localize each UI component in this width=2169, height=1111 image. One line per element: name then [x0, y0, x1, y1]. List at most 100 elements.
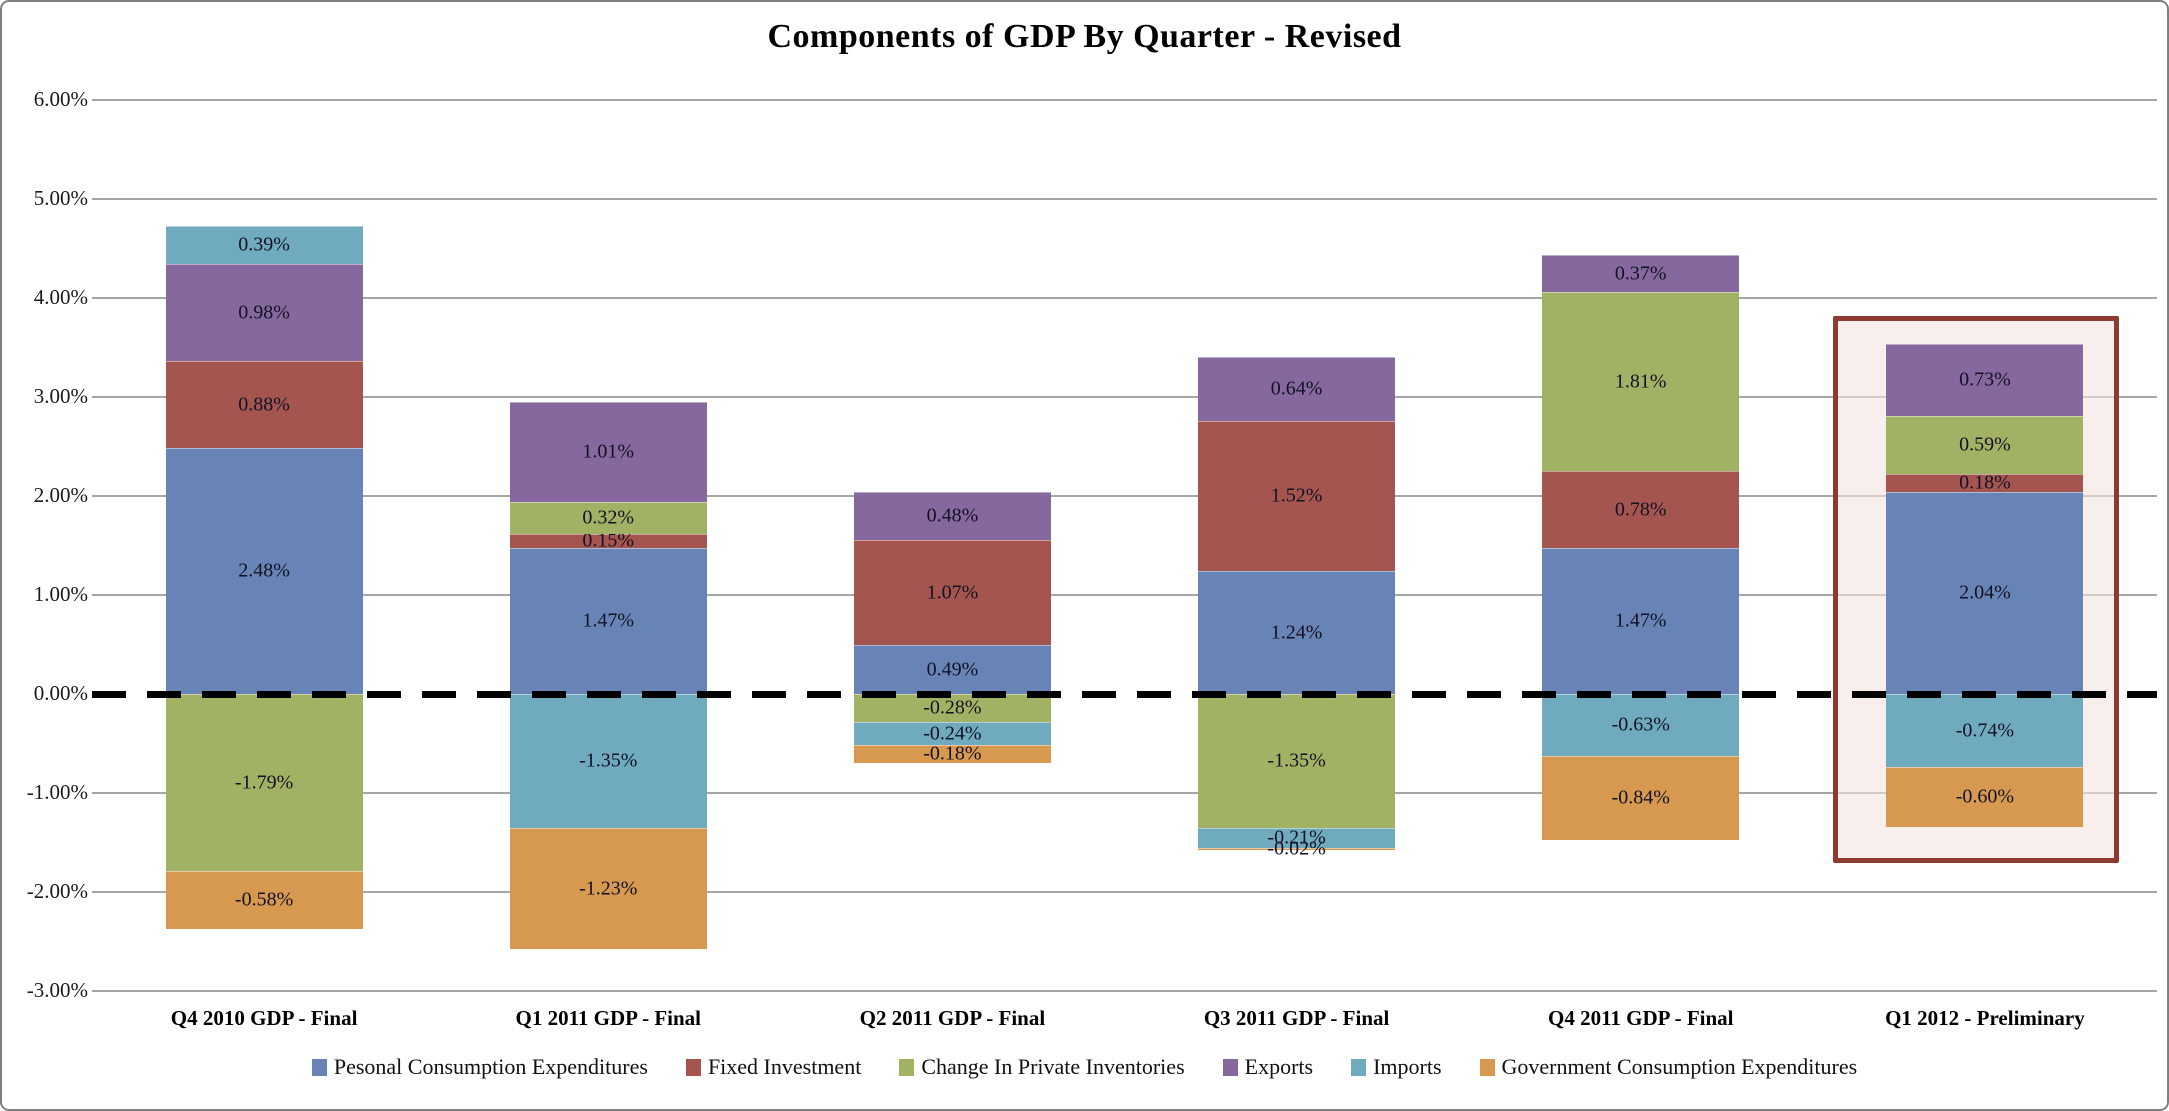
bar-segment-value: -0.84% — [1611, 786, 1670, 809]
legend-label: Imports — [1373, 1054, 1442, 1079]
gridline — [92, 990, 2157, 992]
bar-segment-value: 0.32% — [582, 506, 635, 529]
bar-segment-value: -0.28% — [923, 696, 982, 719]
gridline — [92, 396, 2157, 398]
gridline — [92, 495, 2157, 497]
bar-segment: -0.84% — [1542, 756, 1740, 840]
bar-segment-value: 0.98% — [238, 301, 290, 324]
bar-segment: 2.48% — [165, 448, 363, 694]
legend-item: Pesonal Consumption Expenditures — [311, 1054, 648, 1080]
bar-segment: -1.23% — [509, 827, 707, 950]
bar-segment-value: -1.35% — [579, 749, 638, 772]
bar-segment-value: 2.48% — [238, 559, 290, 582]
bar-segment-value: -0.60% — [1955, 785, 2015, 808]
bar-segment-value: -1.79% — [234, 771, 294, 794]
bar-segment: -0.74% — [1886, 694, 2084, 768]
x-axis-category-label: Q3 2011 GDP - Final — [1203, 1006, 1390, 1030]
legend-label: Exports — [1244, 1054, 1314, 1079]
bar-segment-value: 1.24% — [1270, 621, 1323, 644]
bar-segment-value: -0.18% — [923, 742, 982, 765]
zero-baseline — [92, 691, 2157, 698]
legend-item: Change In Private Inventories — [899, 1054, 1185, 1080]
x-axis-category-label: Q2 2011 GDP - Final — [859, 1006, 1046, 1030]
legend-color-chip — [311, 1058, 327, 1076]
y-axis-tick-label: 6.00% — [33, 87, 88, 111]
bar-segment: 1.47% — [1542, 548, 1740, 694]
bar-segment: -0.02% — [1198, 838, 1396, 860]
bar-segment: 1.47% — [509, 548, 707, 694]
y-axis-tick-label: 1.00% — [33, 582, 88, 606]
bar-segment-value: -0.24% — [923, 722, 982, 745]
legend-color-chip — [1479, 1058, 1495, 1076]
bar-segment: 0.64% — [1198, 357, 1396, 421]
gridline — [92, 792, 2157, 794]
bar-segment: 1.07% — [853, 539, 1051, 646]
legend-color-chip — [899, 1058, 915, 1076]
bar-segment-value: 1.47% — [1614, 609, 1667, 632]
legend-item: Exports — [1222, 1054, 1314, 1080]
legend-label: Change In Private Inventories — [921, 1054, 1185, 1079]
y-axis-tick-label: -3.00% — [26, 978, 88, 1002]
gridline — [92, 99, 2157, 101]
bar-segment: 0.98% — [165, 264, 363, 362]
x-axis-category-label: Q1 2012 - Preliminary — [1885, 1006, 2085, 1030]
legend-color-chip — [685, 1058, 701, 1076]
bar-segment-value: 0.37% — [1614, 262, 1667, 285]
chart-title: Components of GDP By Quarter - Revised — [767, 18, 1402, 55]
x-axis-category-label: Q1 2011 GDP - Final — [515, 1006, 702, 1030]
bar-segment: 0.18% — [1886, 472, 2084, 494]
gridline — [92, 594, 2157, 596]
bar-segment-value: 0.64% — [1270, 377, 1323, 400]
bar-segment: 0.88% — [165, 361, 363, 449]
bar-segment-value: 0.59% — [1959, 433, 2011, 456]
bar-segment: 1.24% — [1198, 571, 1396, 694]
bar-segment: 0.78% — [1542, 471, 1740, 549]
bar-segment-value: 0.48% — [926, 504, 979, 527]
bar-segment: -1.79% — [165, 694, 363, 872]
bar-segment: -0.21% — [1198, 827, 1396, 849]
y-axis-tick-label: 5.00% — [33, 186, 88, 210]
legend-item: Imports — [1351, 1054, 1442, 1080]
y-axis-tick-label: -1.00% — [26, 780, 88, 804]
gridline — [92, 891, 2157, 893]
bar-segment-value: 1.01% — [582, 440, 635, 463]
bar-segment-value: -0.74% — [1955, 719, 2015, 742]
bar-segment: 0.49% — [853, 645, 1051, 694]
bar-segment: -0.58% — [165, 871, 363, 929]
bar-segment: -1.35% — [509, 694, 707, 828]
bar-segment: 1.81% — [1542, 292, 1740, 472]
legend-label: Fixed Investment — [707, 1054, 862, 1079]
bar-segment-value: 0.73% — [1959, 368, 2011, 391]
bar-segment: -0.18% — [853, 742, 1051, 765]
bar-segment: 2.04% — [1886, 492, 2084, 694]
bar-segment: 0.73% — [1886, 343, 2084, 416]
bar-segment: 1.01% — [509, 401, 707, 502]
bar-segment: -0.63% — [1542, 694, 1740, 757]
gridline — [92, 297, 2157, 299]
bar-segment-value: -1.23% — [579, 877, 638, 900]
y-axis-tick-label: 2.00% — [33, 483, 88, 507]
y-axis-tick-label: 4.00% — [33, 285, 88, 309]
bar-segment: -0.24% — [853, 721, 1051, 746]
bar-segment: -1.35% — [1198, 694, 1396, 828]
y-axis-tick-label: 0.00% — [33, 681, 88, 705]
y-axis-tick-label: 3.00% — [33, 384, 88, 408]
bar-segment-value: 0.49% — [926, 658, 979, 681]
bar-segment-value: 0.88% — [238, 393, 290, 416]
y-axis-tick-label: -2.00% — [26, 879, 88, 903]
bar-segment-value: -1.35% — [1267, 749, 1326, 772]
x-axis-category-label: Q4 2010 GDP - Final — [170, 1006, 358, 1030]
bar-segment-value: 1.47% — [582, 609, 635, 632]
bar-segment-value: 1.52% — [1270, 484, 1323, 507]
bar-segment-value: 2.04% — [1959, 581, 2011, 604]
bar-segment-value: 1.07% — [926, 581, 979, 603]
bar-segment: 0.48% — [853, 492, 1051, 540]
bar-segment-value: -0.58% — [234, 888, 294, 911]
bar-segment: 0.59% — [1886, 415, 2084, 475]
bar-segment-value: 0.78% — [1614, 498, 1667, 521]
bar-segment: 0.15% — [509, 530, 707, 552]
bar-segment: 0.39% — [165, 225, 363, 265]
bar-segment: -0.28% — [853, 694, 1051, 722]
